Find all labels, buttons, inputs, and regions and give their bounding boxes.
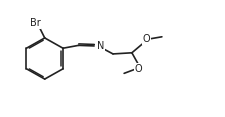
Text: O: O <box>142 34 150 44</box>
Text: N: N <box>97 41 104 51</box>
Text: Br: Br <box>30 18 41 28</box>
Text: O: O <box>135 64 142 74</box>
